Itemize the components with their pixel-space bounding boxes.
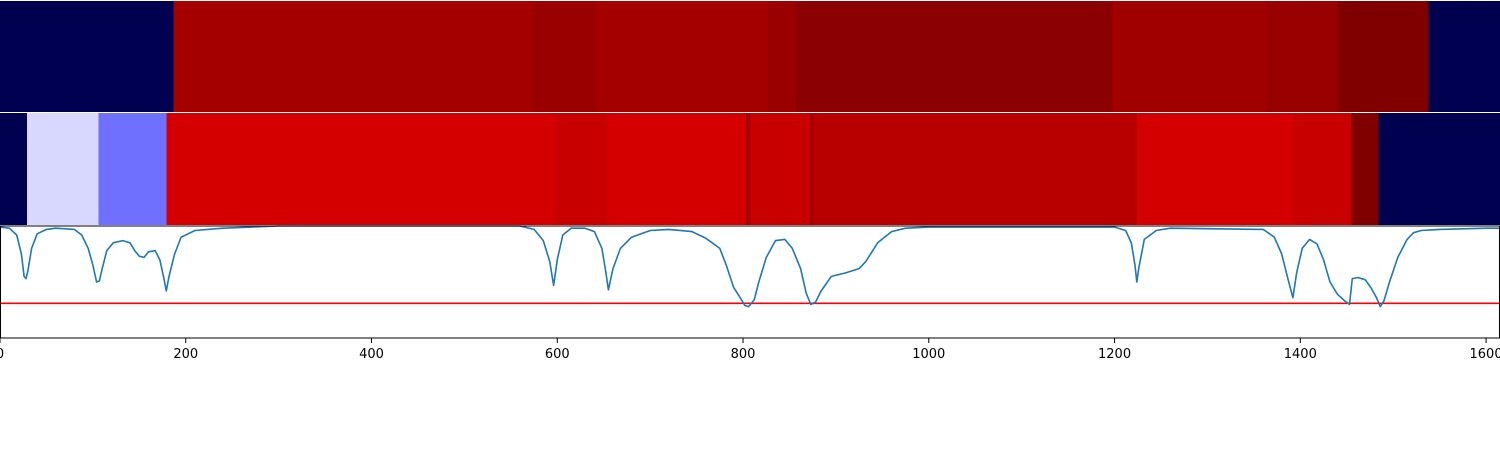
heatmap-band-middle: [0, 113, 1500, 225]
band-1-segment-5: [607, 113, 746, 225]
x-tick-label-6: 1200: [1098, 347, 1131, 362]
x-tick-label-7: 1400: [1284, 347, 1317, 362]
band-0-segment-9: [1428, 1, 1500, 112]
band-1-segment-0: [0, 113, 27, 225]
band-1-segment-9: [813, 113, 1137, 225]
band-0-segment-2: [531, 1, 597, 112]
band-1-segment-6: [745, 113, 751, 225]
band-0-segment-4: [768, 1, 796, 112]
band-1-segment-1: [26, 113, 99, 225]
x-axis: 0 200 400 600 800 1000 1200 1400 1600: [0, 338, 1500, 362]
x-tick-label-1: 200: [173, 347, 198, 362]
x-tick-label-2: 400: [359, 347, 384, 362]
x-tick-label-3: 600: [545, 347, 570, 362]
series-line: [0, 225, 1500, 308]
band-0-segment-5: [795, 1, 1113, 112]
band-1-segment-12: [1351, 113, 1379, 225]
x-tick-label-5: 1000: [912, 347, 945, 362]
heatmap-band-top: [0, 1, 1500, 112]
band-0-segment-6: [1112, 1, 1266, 112]
band-1-segment-11: [1293, 113, 1352, 225]
band-1-segment-10: [1136, 113, 1294, 225]
line-panel: [0, 225, 1500, 339]
line-panel-background: [0, 226, 1500, 338]
band-1-segment-4: [555, 113, 608, 225]
x-tick-label-4: 800: [731, 347, 756, 362]
band-1-segment-7: [750, 113, 810, 225]
x-tick-label-0: 0: [0, 347, 4, 362]
band-0-segment-0: [0, 1, 174, 112]
band-1-segment-2: [98, 113, 167, 225]
band-0-segment-1: [173, 1, 532, 112]
x-tick-label-8: 1600: [1470, 347, 1500, 362]
band-0-segment-7: [1265, 1, 1338, 112]
band-0-segment-8: [1337, 1, 1429, 112]
band-1-segment-8: [809, 113, 814, 225]
band-1-segment-13: [1378, 113, 1500, 225]
band-1-segment-3: [166, 113, 556, 225]
band-0-segment-3: [596, 1, 769, 112]
